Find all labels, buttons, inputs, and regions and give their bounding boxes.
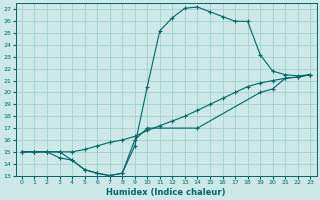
X-axis label: Humidex (Indice chaleur): Humidex (Indice chaleur) — [106, 188, 226, 197]
